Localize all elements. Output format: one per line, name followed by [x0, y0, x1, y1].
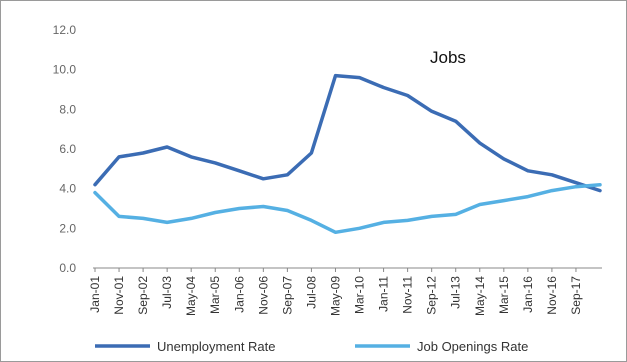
x-tick-label: Jul-13: [449, 276, 463, 309]
y-tick-label: 4.0: [59, 182, 76, 196]
legend-label: Job Openings Rate: [417, 339, 528, 354]
x-tick-label: Jul-08: [304, 276, 318, 309]
y-tick-label: 2.0: [59, 221, 76, 235]
x-tick-label: Sep-02: [136, 276, 150, 315]
x-tick-label: Sep-17: [569, 276, 583, 315]
x-axis: Jan-01 Nov-01 Sep-02 Jul-03 May-04 Mar-05 Jan-…: [88, 268, 583, 316]
y-tick-label: 10.0: [53, 63, 77, 77]
series-lines: [93, 73, 602, 235]
x-tick-label: Nov-11: [401, 276, 415, 314]
x-tick-label: Jan-11: [377, 276, 391, 312]
legend: Unemployment Rate Job Openings Rate: [95, 339, 528, 354]
series-line-unemployment-rate: [93, 73, 602, 193]
x-tick-label: Nov-01: [112, 276, 126, 315]
x-tick-label: May-14: [473, 276, 487, 316]
x-tick-label: Sep-12: [425, 276, 439, 315]
x-tick-label: Mar-15: [497, 276, 511, 314]
y-tick-label: 6.0: [59, 142, 76, 156]
series-line-job-openings-rate: [93, 182, 602, 235]
x-tick-label: Jan-06: [232, 276, 246, 313]
x-tick-label: Jul-03: [160, 276, 174, 309]
x-tick-label: May-04: [184, 276, 198, 316]
x-tick-label: Nov-06: [256, 276, 270, 315]
x-tick-label: May-09: [328, 276, 342, 316]
x-tick-label: Jan-01: [88, 276, 102, 313]
y-tick-label: 8.0: [59, 102, 76, 116]
chart-title: Jobs: [430, 48, 466, 67]
y-tick-label: 12.0: [53, 23, 77, 37]
x-tick-label: Nov-16: [545, 276, 559, 315]
y-tick-label: 0.0: [59, 261, 76, 275]
x-tick-label: Mar-10: [353, 276, 367, 314]
legend-label: Unemployment Rate: [157, 339, 276, 354]
x-tick-label: Mar-05: [208, 276, 222, 314]
x-tick-label: Sep-07: [280, 276, 294, 315]
x-tick-label: Jan-16: [521, 276, 535, 313]
y-axis: 0.0 2.0 4.0 6.0 8.0 10.0 12.0: [53, 23, 77, 275]
